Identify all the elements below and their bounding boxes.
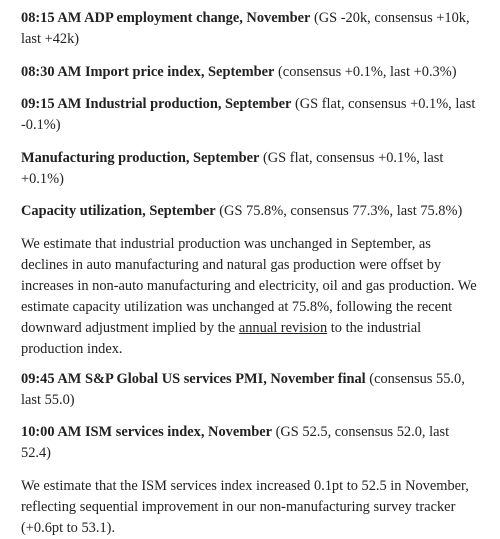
item-detail: (consensus +0.1%, last +0.3%) [278, 63, 457, 80]
link[interactable]: annual revision [238, 319, 328, 336]
item: 08:15 AM ADP employment change, November… [21, 8, 480, 50]
body: 08:15 AM ADP employment change, November… [21, 10, 477, 536]
paragraph-text: to the industrial production index. [21, 319, 422, 357]
item-detail: (GS 75.8%, consensus 77.3%, last 75.8%) [219, 203, 463, 219]
item-detail: (GS flat, consensus +0.1%, last +0.1%) [21, 149, 444, 187]
paragraph: We estimate that industrial production w… [21, 234, 480, 360]
item: Capacity utilization, September (GS 75.8… [21, 201, 480, 222]
item: Manufacturing production, September (GS … [21, 148, 480, 190]
item-title: 08:30 AM Import price index, September [21, 63, 275, 80]
item-detail: (consensus 55.0, last 55.0) [21, 370, 465, 408]
item-title: 08:15 AM ADP employment change, November [21, 10, 311, 26]
item: 09:45 AM S&P Global US services PMI, Nov… [21, 369, 480, 411]
item-title: Capacity utilization, September [21, 203, 216, 219]
item: 08:30 AM Import price index, September (… [21, 62, 480, 83]
item-title: Manufacturing production, September [21, 149, 260, 166]
paragraph: We estimate that the ISM services index … [21, 476, 480, 539]
item-title: 09:45 AM S&P Global US services PMI, Nov… [21, 370, 366, 387]
paragraph-text: We estimate that industrial production w… [21, 235, 477, 336]
paragraph-text: We estimate that the ISM services index … [21, 477, 469, 536]
item-detail: (GS flat, consensus +0.1%, last -0.1%) [21, 96, 476, 133]
item-title: 09:15 AM Industrial production, Septembe… [21, 96, 292, 112]
item-detail: (GS -20k, consensus +10k, last +42k) [21, 10, 470, 47]
page: {"items": [ {"bold": "08:15 AM ADP emplo… [21, 10, 477, 536]
item-title: 10:00 AM ISM services index, November [21, 424, 272, 440]
item: 10:00 AM ISM services index, November (G… [21, 422, 480, 464]
item: 09:15 AM Industrial production, Septembe… [21, 94, 480, 136]
